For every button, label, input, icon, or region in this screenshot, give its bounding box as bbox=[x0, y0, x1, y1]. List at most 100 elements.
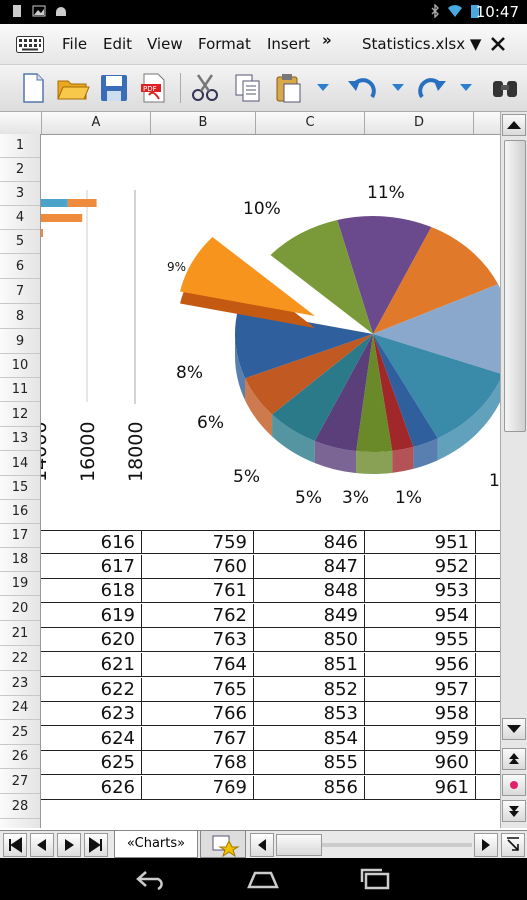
scroll-down-button[interactable] bbox=[502, 718, 526, 740]
vertical-scrollbar[interactable] bbox=[500, 112, 527, 828]
horizontal-scroll-track[interactable] bbox=[322, 843, 472, 847]
copy-icon[interactable] bbox=[231, 71, 265, 105]
vertical-scroll-thumb[interactable] bbox=[504, 140, 526, 432]
table-cell[interactable]: 957 bbox=[365, 677, 476, 702]
row-header-8[interactable]: 8 bbox=[0, 304, 40, 329]
first-sheet-button[interactable] bbox=[3, 833, 27, 857]
table-cell[interactable]: 852 bbox=[254, 677, 365, 702]
table-cell[interactable]: 853 bbox=[254, 702, 365, 727]
redo-history-dropdown[interactable] bbox=[460, 84, 472, 91]
table-cell[interactable] bbox=[476, 702, 500, 727]
row-header-20[interactable]: 20 bbox=[0, 596, 40, 621]
column-header-c[interactable]: C bbox=[255, 112, 364, 134]
row-header-7[interactable]: 7 bbox=[0, 279, 40, 304]
table-cell[interactable]: 621 bbox=[41, 653, 142, 677]
row-header-16[interactable]: 16 bbox=[0, 500, 40, 524]
redo-icon[interactable] bbox=[414, 71, 448, 105]
row-header-21[interactable]: 21 bbox=[0, 621, 40, 646]
chart-area[interactable]: 14000 16000 18000 11% 10% 9% 8% 6% 5% 5% 3% 1% 1 bbox=[41, 134, 500, 530]
last-sheet-button[interactable] bbox=[84, 833, 108, 857]
table-cell[interactable]: 764 bbox=[142, 653, 254, 677]
table-cell[interactable]: 618 bbox=[41, 579, 142, 604]
back-icon[interactable] bbox=[134, 868, 170, 890]
menu-file[interactable]: File bbox=[62, 35, 88, 53]
column-header-b[interactable]: B bbox=[150, 112, 255, 134]
row-header-15[interactable]: 15 bbox=[0, 476, 40, 500]
next-sheet-button[interactable] bbox=[57, 833, 81, 857]
scroll-right-button[interactable] bbox=[474, 833, 498, 857]
row-header-1[interactable]: 1 bbox=[0, 134, 40, 158]
column-header-e[interactable] bbox=[473, 112, 501, 134]
table-cell[interactable]: 960 bbox=[365, 751, 476, 776]
page-up-button[interactable] bbox=[502, 748, 526, 770]
table-cell[interactable]: 954 bbox=[365, 603, 476, 628]
file-name-dropdown[interactable]: Statistics.xlsx ▼ bbox=[362, 35, 482, 53]
row-header-9[interactable]: 9 bbox=[0, 329, 40, 354]
row-header-19[interactable]: 19 bbox=[0, 572, 40, 596]
table-cell[interactable] bbox=[476, 604, 500, 628]
table-cell[interactable]: 765 bbox=[142, 677, 254, 702]
table-cell[interactable]: 959 bbox=[365, 726, 476, 751]
table-cell[interactable]: 953 bbox=[365, 579, 476, 604]
home-icon[interactable] bbox=[245, 869, 281, 889]
row-header-24[interactable]: 24 bbox=[0, 696, 40, 720]
column-header-d[interactable]: D bbox=[364, 112, 473, 134]
menu-edit[interactable]: Edit bbox=[103, 35, 133, 53]
paste-icon[interactable] bbox=[272, 71, 306, 105]
table-cell[interactable]: 622 bbox=[41, 677, 142, 702]
row-header-26[interactable]: 26 bbox=[0, 745, 40, 769]
add-sheet-button[interactable] bbox=[200, 831, 246, 858]
row-header-11[interactable]: 11 bbox=[0, 378, 40, 402]
row-header-10[interactable]: 10 bbox=[0, 354, 40, 378]
table-cell[interactable]: 855 bbox=[254, 751, 365, 776]
row-header-28[interactable]: 28 bbox=[0, 794, 40, 819]
menu-view[interactable]: View bbox=[147, 35, 183, 53]
row-header-5[interactable]: 5 bbox=[0, 230, 40, 254]
column-header-a[interactable]: A bbox=[41, 112, 150, 134]
row-header-4[interactable]: 4 bbox=[0, 206, 40, 230]
table-cell[interactable]: 766 bbox=[142, 702, 254, 727]
table-cell[interactable] bbox=[476, 727, 500, 751]
table-cell[interactable] bbox=[476, 751, 500, 776]
row-header-2[interactable]: 2 bbox=[0, 158, 40, 182]
horizontal-scroll-thumb[interactable] bbox=[276, 834, 322, 856]
previous-sheet-button[interactable] bbox=[30, 833, 54, 857]
table-cell[interactable]: 626 bbox=[41, 776, 142, 800]
table-cell[interactable]: 624 bbox=[41, 726, 142, 751]
row-header-25[interactable]: 25 bbox=[0, 720, 40, 745]
table-cell[interactable] bbox=[476, 653, 500, 677]
row-header-23[interactable]: 23 bbox=[0, 671, 40, 696]
table-cell[interactable]: 767 bbox=[142, 726, 254, 751]
row-header-27[interactable]: 27 bbox=[0, 769, 40, 794]
table-cell[interactable]: 760 bbox=[142, 554, 254, 579]
cut-icon[interactable] bbox=[188, 71, 222, 105]
menu-format[interactable]: Format bbox=[198, 35, 251, 53]
table-cell[interactable]: 956 bbox=[365, 653, 476, 677]
table-cell[interactable]: 850 bbox=[254, 628, 365, 653]
table-cell[interactable]: 763 bbox=[142, 628, 254, 653]
row-header-14[interactable]: 14 bbox=[0, 451, 40, 476]
open-folder-icon[interactable] bbox=[56, 71, 90, 105]
table-cell[interactable]: 769 bbox=[142, 776, 254, 800]
undo-icon[interactable] bbox=[346, 71, 380, 105]
scroll-home-button[interactable] bbox=[502, 774, 526, 796]
resize-corner-button[interactable] bbox=[501, 833, 525, 857]
table-cell[interactable]: 617 bbox=[41, 554, 142, 579]
row-header-22[interactable]: 22 bbox=[0, 646, 40, 671]
table-cell[interactable]: 619 bbox=[41, 603, 142, 628]
table-cell[interactable] bbox=[476, 678, 500, 702]
row-header-12[interactable]: 12 bbox=[0, 402, 40, 427]
table-cell[interactable] bbox=[476, 628, 500, 653]
scroll-up-button[interactable] bbox=[502, 114, 526, 136]
sheet-tab-charts[interactable]: «Charts» bbox=[114, 831, 198, 858]
table-cell[interactable]: 768 bbox=[142, 751, 254, 776]
menu-insert[interactable]: Insert bbox=[267, 35, 311, 53]
table-cell[interactable]: 849 bbox=[254, 603, 365, 628]
table-cell[interactable]: 952 bbox=[365, 554, 476, 579]
table-cell[interactable]: 854 bbox=[254, 726, 365, 751]
find-binoculars-icon[interactable] bbox=[490, 71, 520, 105]
table-cell[interactable]: 856 bbox=[254, 776, 365, 800]
table-cell[interactable]: 623 bbox=[41, 702, 142, 727]
table-cell[interactable]: 851 bbox=[254, 653, 365, 677]
table-cell[interactable]: 616 bbox=[41, 530, 142, 554]
